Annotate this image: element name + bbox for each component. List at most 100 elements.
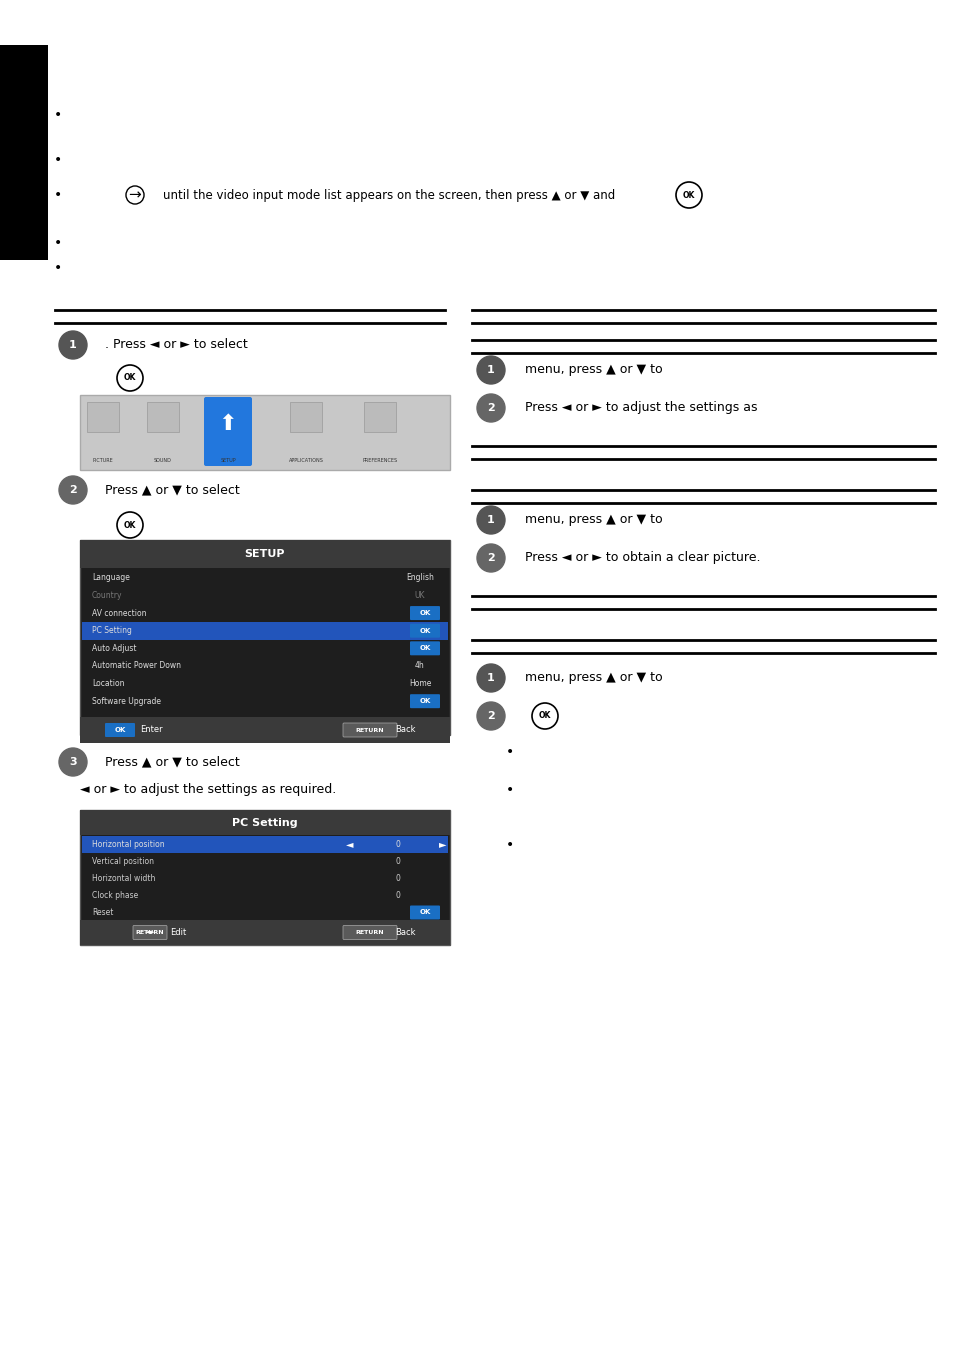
Text: •: • xyxy=(505,838,514,852)
Circle shape xyxy=(59,748,87,776)
Text: Auto Adjust: Auto Adjust xyxy=(91,644,136,653)
Text: •: • xyxy=(505,783,514,796)
Text: RETURN: RETURN xyxy=(355,930,384,936)
Text: SETUP: SETUP xyxy=(245,549,285,558)
Text: OK: OK xyxy=(419,910,430,915)
Text: 0: 0 xyxy=(395,891,400,900)
Text: Horizontal width: Horizontal width xyxy=(91,873,155,883)
Text: OK: OK xyxy=(419,610,430,617)
Text: OK: OK xyxy=(114,727,126,733)
Text: menu, press ▲ or ▼ to: menu, press ▲ or ▼ to xyxy=(524,364,662,376)
Text: APPLICATIONS: APPLICATIONS xyxy=(288,457,323,462)
FancyBboxPatch shape xyxy=(132,926,167,940)
Text: RETURN: RETURN xyxy=(135,930,164,936)
Text: English: English xyxy=(406,573,434,583)
Circle shape xyxy=(476,506,504,534)
Text: Vertical position: Vertical position xyxy=(91,857,153,867)
Text: 2: 2 xyxy=(69,485,77,495)
Text: PREFERENCES: PREFERENCES xyxy=(362,457,397,462)
Text: 2: 2 xyxy=(487,711,495,721)
Text: Reset: Reset xyxy=(91,909,113,917)
Text: •: • xyxy=(53,261,62,274)
Bar xyxy=(82,622,448,639)
Circle shape xyxy=(476,393,504,422)
Text: AV connection: AV connection xyxy=(91,608,147,618)
Circle shape xyxy=(59,331,87,360)
FancyBboxPatch shape xyxy=(290,402,322,433)
Text: Automatic Power Down: Automatic Power Down xyxy=(91,661,181,671)
Text: SETUP: SETUP xyxy=(220,457,235,462)
FancyBboxPatch shape xyxy=(410,641,439,656)
Text: Location: Location xyxy=(91,679,125,688)
FancyBboxPatch shape xyxy=(343,926,396,940)
Bar xyxy=(80,919,450,945)
Bar xyxy=(80,717,450,744)
FancyBboxPatch shape xyxy=(364,402,395,433)
Text: Press ▲ or ▼ to select: Press ▲ or ▼ to select xyxy=(105,484,239,496)
Bar xyxy=(80,539,450,568)
Text: OK: OK xyxy=(124,373,136,383)
Circle shape xyxy=(476,544,504,572)
Text: Language: Language xyxy=(91,573,130,583)
Text: Edit: Edit xyxy=(170,927,186,937)
Text: OK: OK xyxy=(124,521,136,530)
FancyBboxPatch shape xyxy=(410,906,439,919)
FancyBboxPatch shape xyxy=(410,623,439,638)
Text: until the video input mode list appears on the screen, then press ▲ or ▼ and: until the video input mode list appears … xyxy=(163,188,615,201)
Text: ◄: ◄ xyxy=(346,840,354,849)
Text: Clock phase: Clock phase xyxy=(91,891,138,900)
Text: PICTURE: PICTURE xyxy=(92,457,113,462)
Text: . Press ◄ or ► to select: . Press ◄ or ► to select xyxy=(105,338,248,352)
Text: 4h: 4h xyxy=(415,661,424,671)
Text: 1: 1 xyxy=(487,365,495,375)
Text: Home: Home xyxy=(409,679,431,688)
FancyBboxPatch shape xyxy=(410,694,439,708)
Circle shape xyxy=(59,476,87,504)
Bar xyxy=(80,810,450,945)
Text: •: • xyxy=(53,108,62,122)
Bar xyxy=(0,45,48,260)
Text: Press ◄ or ► to adjust the settings as: Press ◄ or ► to adjust the settings as xyxy=(524,402,757,415)
Text: Software Upgrade: Software Upgrade xyxy=(91,696,161,706)
Text: SOUND: SOUND xyxy=(153,457,172,462)
Text: Press ◄ or ► to obtain a clear picture.: Press ◄ or ► to obtain a clear picture. xyxy=(524,552,760,565)
FancyBboxPatch shape xyxy=(105,723,135,737)
FancyBboxPatch shape xyxy=(87,402,119,433)
Text: OK: OK xyxy=(419,645,430,652)
Text: 3: 3 xyxy=(70,757,77,767)
Text: OK: OK xyxy=(419,698,430,704)
Text: ⬆: ⬆ xyxy=(218,414,237,434)
Text: Enter: Enter xyxy=(140,726,162,734)
Text: OK: OK xyxy=(538,711,551,721)
Text: OK: OK xyxy=(419,627,430,634)
Text: menu, press ▲ or ▼ to: menu, press ▲ or ▼ to xyxy=(524,672,662,684)
Text: Horizontal position: Horizontal position xyxy=(91,840,165,849)
Text: ◄►: ◄► xyxy=(145,930,155,936)
Text: •: • xyxy=(53,188,62,201)
Circle shape xyxy=(476,356,504,384)
Circle shape xyxy=(476,702,504,730)
Text: 2: 2 xyxy=(487,403,495,412)
Text: Back: Back xyxy=(395,927,416,937)
Text: Press ▲ or ▼ to select: Press ▲ or ▼ to select xyxy=(105,756,239,768)
Text: •: • xyxy=(53,153,62,168)
Bar xyxy=(80,539,450,735)
Text: PC Setting: PC Setting xyxy=(91,626,132,635)
Text: 1: 1 xyxy=(69,339,77,350)
Text: →: → xyxy=(129,188,141,203)
Circle shape xyxy=(476,664,504,692)
Bar xyxy=(82,836,448,853)
FancyBboxPatch shape xyxy=(204,397,252,466)
Text: 0: 0 xyxy=(395,857,400,867)
Bar xyxy=(80,810,450,836)
FancyBboxPatch shape xyxy=(343,723,396,737)
Text: •: • xyxy=(53,237,62,250)
Text: Country: Country xyxy=(91,591,122,600)
Text: 0: 0 xyxy=(395,840,400,849)
Text: UK: UK xyxy=(415,591,425,600)
Text: •: • xyxy=(505,745,514,758)
Text: PC Setting: PC Setting xyxy=(232,818,297,827)
Text: RETURN: RETURN xyxy=(355,727,384,733)
FancyBboxPatch shape xyxy=(147,402,179,433)
Text: ►: ► xyxy=(438,840,446,849)
